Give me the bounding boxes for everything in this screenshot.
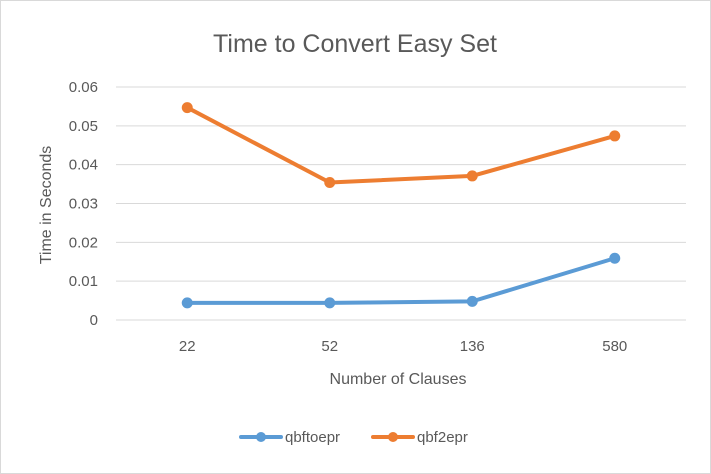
gridlines <box>116 86 686 321</box>
data-point <box>609 252 621 264</box>
y-tick-label: 0.05 <box>69 118 98 135</box>
y-tick-label: 0 <box>90 312 98 329</box>
series-qbftoepr <box>181 252 621 309</box>
x-tick-label: 52 <box>321 338 338 355</box>
x-tick-labels: 22 52 136 580 <box>179 338 627 355</box>
data-point <box>609 130 621 142</box>
y-tick-label: 0.06 <box>69 79 98 96</box>
series-line-qbf2epr <box>185 105 617 185</box>
chart-title: Time to Convert Easy Set <box>213 30 497 58</box>
series-line-qbftoepr <box>185 256 617 305</box>
data-point <box>181 297 193 309</box>
y-axis-label: Time in Seconds <box>38 146 55 265</box>
legend-item-qbf2epr[interactable]: qbf2epr <box>371 429 468 446</box>
x-tick-label: 136 <box>460 338 485 355</box>
legend[interactable]: qbftoepr qbf2epr <box>239 429 468 446</box>
y-tick-label: 0.02 <box>69 234 98 251</box>
data-point <box>466 295 478 307</box>
legend-swatch-marker <box>256 432 266 442</box>
y-tick-label: 0.03 <box>69 196 98 213</box>
y-tick-label: 0.01 <box>69 273 98 290</box>
x-tick-label: 580 <box>602 338 627 355</box>
legend-label: qbf2epr <box>417 429 468 446</box>
y-tick-labels: 0 0.01 0.02 0.03 0.04 0.05 0.06 <box>69 79 98 329</box>
series-qbf2epr <box>181 102 621 189</box>
y-tick-label: 0.04 <box>69 157 98 174</box>
x-axis-label: Number of Clauses <box>330 371 467 388</box>
x-tick-label: 22 <box>179 338 196 355</box>
series-layer <box>181 102 621 309</box>
data-point <box>466 170 478 182</box>
data-point <box>324 177 336 189</box>
data-point <box>324 297 336 309</box>
legend-swatch-marker <box>388 432 398 442</box>
legend-item-qbftoepr[interactable]: qbftoepr <box>239 429 340 446</box>
legend-label: qbftoepr <box>285 429 340 446</box>
data-point <box>181 102 193 114</box>
